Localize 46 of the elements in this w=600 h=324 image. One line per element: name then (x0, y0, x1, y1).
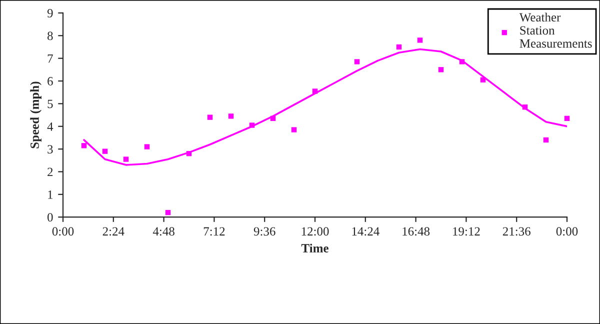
x-tick-label: 19:12 (453, 227, 480, 236)
point (102, 148, 108, 154)
x-axis-title: Time (301, 244, 328, 252)
point (354, 59, 360, 64)
line-series (83, 48, 567, 166)
x-tick-label: 4:48 (152, 227, 174, 236)
point (417, 38, 423, 43)
point (396, 44, 402, 50)
x-tick-label: 0:00 (52, 227, 74, 236)
point (480, 77, 486, 82)
point (207, 114, 213, 120)
y-tick-label: 5 (48, 100, 53, 108)
y-tick-label: 7 (48, 54, 53, 63)
legend-label: Weather Station Measurements (519, 12, 592, 48)
point (228, 114, 234, 119)
point (270, 116, 276, 122)
y-tick-label: 4 (47, 122, 54, 131)
point (81, 143, 87, 148)
y-tick-label: 6 (48, 77, 53, 86)
point (312, 88, 318, 94)
y-tick-label: 1 (48, 190, 53, 199)
point (186, 150, 192, 156)
point (438, 67, 444, 72)
y-tick-label: 0 (48, 213, 53, 222)
y-tick-label: 8 (48, 32, 53, 40)
point (144, 144, 150, 150)
y-tick-label: 2 (48, 168, 53, 176)
x-tick-label: 14:24 (352, 227, 380, 236)
point (543, 137, 549, 143)
y-axis-title: Speed (mph) (30, 82, 42, 148)
y-tick-label: 3 (48, 145, 53, 154)
point (123, 156, 129, 162)
x-tick-label: 12:00 (302, 227, 329, 236)
x-tick-label: 16:48 (402, 227, 430, 236)
point (249, 122, 255, 128)
point (459, 59, 465, 64)
y-tick-label: 9 (47, 9, 53, 18)
x-tick-label: 0:00 (556, 227, 578, 236)
point (564, 116, 570, 122)
x-tick-label: 21:36 (502, 227, 530, 236)
x-tick-label: 9:36 (254, 227, 276, 236)
point (165, 210, 171, 216)
point (291, 127, 297, 132)
x-tick-label: 7:12 (204, 227, 225, 236)
point (522, 104, 528, 110)
x-tick-label: 2:24 (102, 227, 124, 236)
